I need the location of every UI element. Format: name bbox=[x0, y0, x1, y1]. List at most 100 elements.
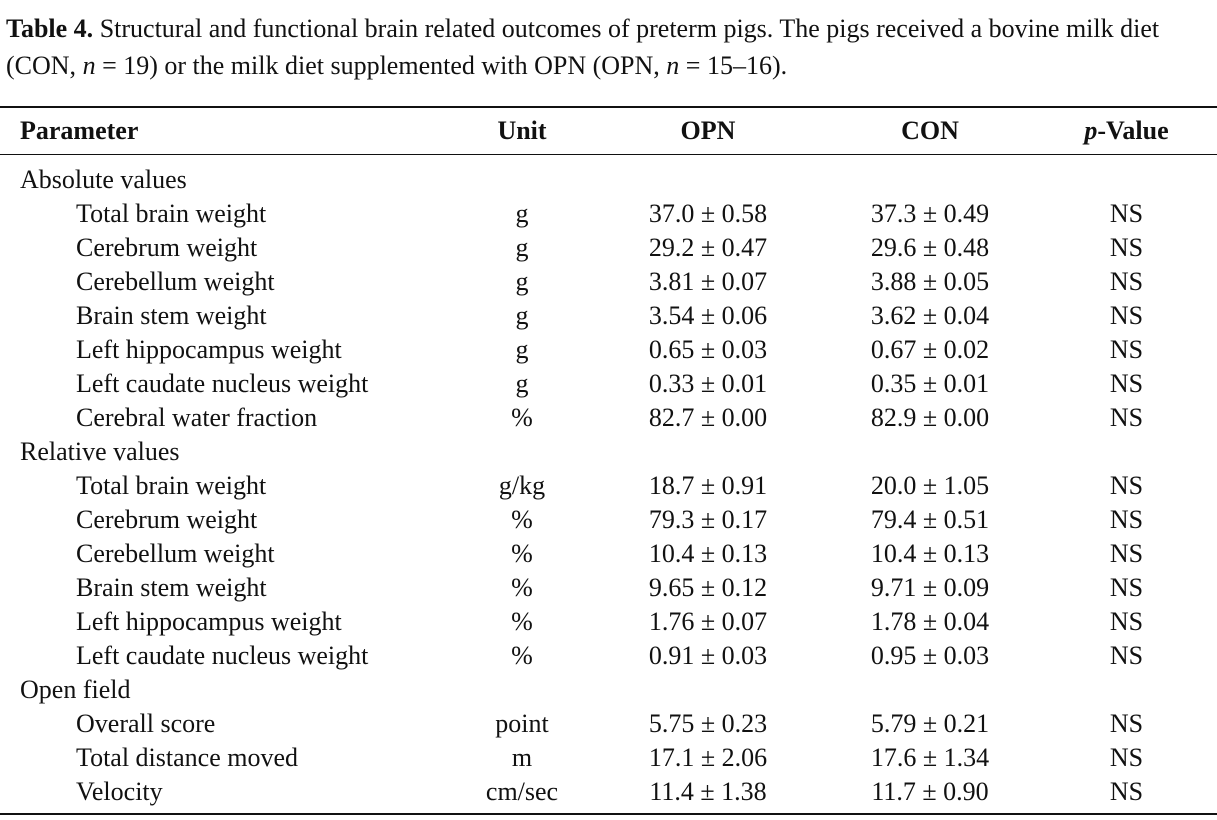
caption-italic: n bbox=[666, 51, 680, 80]
data-row: Brain stem weight% 9.65 ± 0.12 9.71 ± 0.09… bbox=[0, 571, 1217, 605]
unit: g bbox=[515, 267, 529, 296]
data-row: Cerebellum weight% 10.4 ± 0.13 10.4 ± 0.13… bbox=[0, 537, 1217, 571]
unit: g bbox=[515, 301, 529, 330]
table-head: Parameter Unit OPN CON p-Value bbox=[0, 107, 1217, 155]
data-row: Total brain weight g 37.0 ± 0.58 37.3 ± 0.4… bbox=[0, 197, 1217, 231]
parameter: Brain stem weight bbox=[76, 301, 267, 330]
opn-value: 0.33 ± 0.01 bbox=[648, 369, 768, 398]
p-value: NS bbox=[1109, 539, 1144, 568]
unit: g bbox=[515, 369, 529, 398]
unit: % bbox=[511, 641, 533, 670]
con-value: 0.67 ± 0.02 bbox=[870, 335, 990, 364]
header-cell: CON bbox=[824, 107, 1036, 155]
con-value: 3.88 ± 0.05 bbox=[870, 267, 990, 296]
section-title: Absolute values bbox=[20, 165, 187, 194]
p-value: NS bbox=[1109, 573, 1144, 602]
opn-value: 37.0 ± 0.58 bbox=[648, 199, 768, 228]
con-value: 11.7 ± 0.90 bbox=[871, 777, 989, 806]
header-row: Parameter Unit OPN CON p-Value bbox=[0, 107, 1217, 155]
unit: % bbox=[511, 573, 533, 602]
p-value: NS bbox=[1109, 233, 1144, 262]
unit: % bbox=[511, 505, 533, 534]
p-value: NS bbox=[1109, 301, 1144, 330]
data-row: Total distance moved m 17.1 ± 2.06 17.6 ± 1… bbox=[0, 741, 1217, 775]
data-row: Velocity cm/sec 11.4 ± 1.38 11.7 ± 0.90 NS bbox=[0, 775, 1217, 814]
caption-text: = 15–16). bbox=[679, 51, 788, 80]
parameter: Left caudate nucleus weight bbox=[76, 641, 369, 670]
p-value: NS bbox=[1109, 641, 1144, 670]
data-row: Total brain weight g/kg 18.7 ± 0.91 20.0 ± … bbox=[0, 469, 1217, 503]
p-value: NS bbox=[1109, 743, 1144, 772]
p-value: NS bbox=[1109, 199, 1144, 228]
section-title: Open field bbox=[20, 675, 131, 704]
unit: g/kg bbox=[498, 471, 546, 500]
p-value: NS bbox=[1109, 505, 1144, 534]
con-value: 17.6 ± 1.34 bbox=[870, 743, 990, 772]
opn-value: 82.7 ± 0.00 bbox=[648, 403, 768, 432]
header-italic: p bbox=[1084, 116, 1098, 145]
section-title: Relative values bbox=[20, 437, 180, 466]
p-value: NS bbox=[1109, 471, 1144, 500]
data-row: Brain stem weight g 3.54 ± 0.06 3.62 ± 0.04… bbox=[0, 299, 1217, 333]
section-row: Absolute values bbox=[0, 155, 1217, 198]
opn-value: 3.54 ± 0.06 bbox=[648, 301, 768, 330]
p-value: NS bbox=[1109, 709, 1144, 738]
caption-text: = 19) or the milk diet supplemented with… bbox=[95, 51, 667, 80]
opn-value: 0.91 ± 0.03 bbox=[648, 641, 768, 670]
p-value: NS bbox=[1109, 267, 1144, 296]
con-value: 3.62 ± 0.04 bbox=[870, 301, 990, 330]
section-row: Relative values bbox=[0, 435, 1217, 469]
data-row: Overall score point 5.75 ± 0.23 5.79 ± 0.21… bbox=[0, 707, 1217, 741]
header-text: -Value bbox=[1097, 116, 1169, 145]
unit: g bbox=[515, 233, 529, 262]
p-value: NS bbox=[1109, 335, 1144, 364]
opn-value: 0.65 ± 0.03 bbox=[648, 335, 768, 364]
parameter: Total distance moved bbox=[76, 743, 299, 772]
header-cell: Unit bbox=[452, 107, 592, 155]
parameter: Total brain weight bbox=[76, 471, 267, 500]
data-row: Cerebral water fraction% 82.7 ± 0.00 82.9 … bbox=[0, 401, 1217, 435]
parameter: Brain stem weight bbox=[76, 573, 267, 602]
con-value: 82.9 ± 0.00 bbox=[870, 403, 990, 432]
con-value: 9.71 ± 0.09 bbox=[870, 573, 990, 602]
unit: g bbox=[515, 199, 529, 228]
parameter: Total brain weight bbox=[76, 199, 267, 228]
p-value: NS bbox=[1109, 607, 1144, 636]
parameter: Overall score bbox=[76, 709, 216, 738]
caption-italic: n bbox=[82, 51, 96, 80]
parameter: Left hippocampus weight bbox=[76, 335, 342, 364]
table-body: Absolute values Total brain weight g 37.0 ±… bbox=[0, 155, 1217, 815]
unit: m bbox=[511, 743, 533, 772]
p-value: NS bbox=[1109, 403, 1144, 432]
con-value: 5.79 ± 0.21 bbox=[870, 709, 990, 738]
con-value: 1.78 ± 0.04 bbox=[870, 607, 990, 636]
unit: % bbox=[511, 539, 533, 568]
p-value: NS bbox=[1109, 369, 1144, 398]
opn-value: 11.4 ± 1.38 bbox=[649, 777, 767, 806]
unit: point bbox=[495, 709, 549, 738]
con-value: 79.4 ± 0.51 bbox=[870, 505, 990, 534]
caption-label: Table 4. bbox=[6, 14, 94, 43]
data-row: Left caudate nucleus weight g 0.33 ± 0.01 0… bbox=[0, 367, 1217, 401]
unit: g bbox=[515, 335, 529, 364]
parameter: Cerebellum weight bbox=[76, 267, 275, 296]
p-value: NS bbox=[1109, 777, 1144, 806]
opn-value: 9.65 ± 0.12 bbox=[648, 573, 768, 602]
opn-value: 79.3 ± 0.17 bbox=[648, 505, 768, 534]
parameter: Left caudate nucleus weight bbox=[76, 369, 369, 398]
con-value: 0.35 ± 0.01 bbox=[870, 369, 990, 398]
con-value: 37.3 ± 0.49 bbox=[870, 199, 990, 228]
opn-value: 17.1 ± 2.06 bbox=[648, 743, 768, 772]
opn-value: 3.81 ± 0.07 bbox=[648, 267, 768, 296]
parameter: Velocity bbox=[76, 777, 163, 806]
con-value: 0.95 ± 0.03 bbox=[870, 641, 990, 670]
header-cell: Parameter bbox=[0, 107, 452, 155]
data-row: Left hippocampus weight g 0.65 ± 0.03 0.67 … bbox=[0, 333, 1217, 367]
section-row: Open field bbox=[0, 673, 1217, 707]
parameter: Cerebrum weight bbox=[76, 233, 258, 262]
header-cell: OPN bbox=[592, 107, 824, 155]
opn-value: 5.75 ± 0.23 bbox=[648, 709, 768, 738]
unit: % bbox=[511, 607, 533, 636]
